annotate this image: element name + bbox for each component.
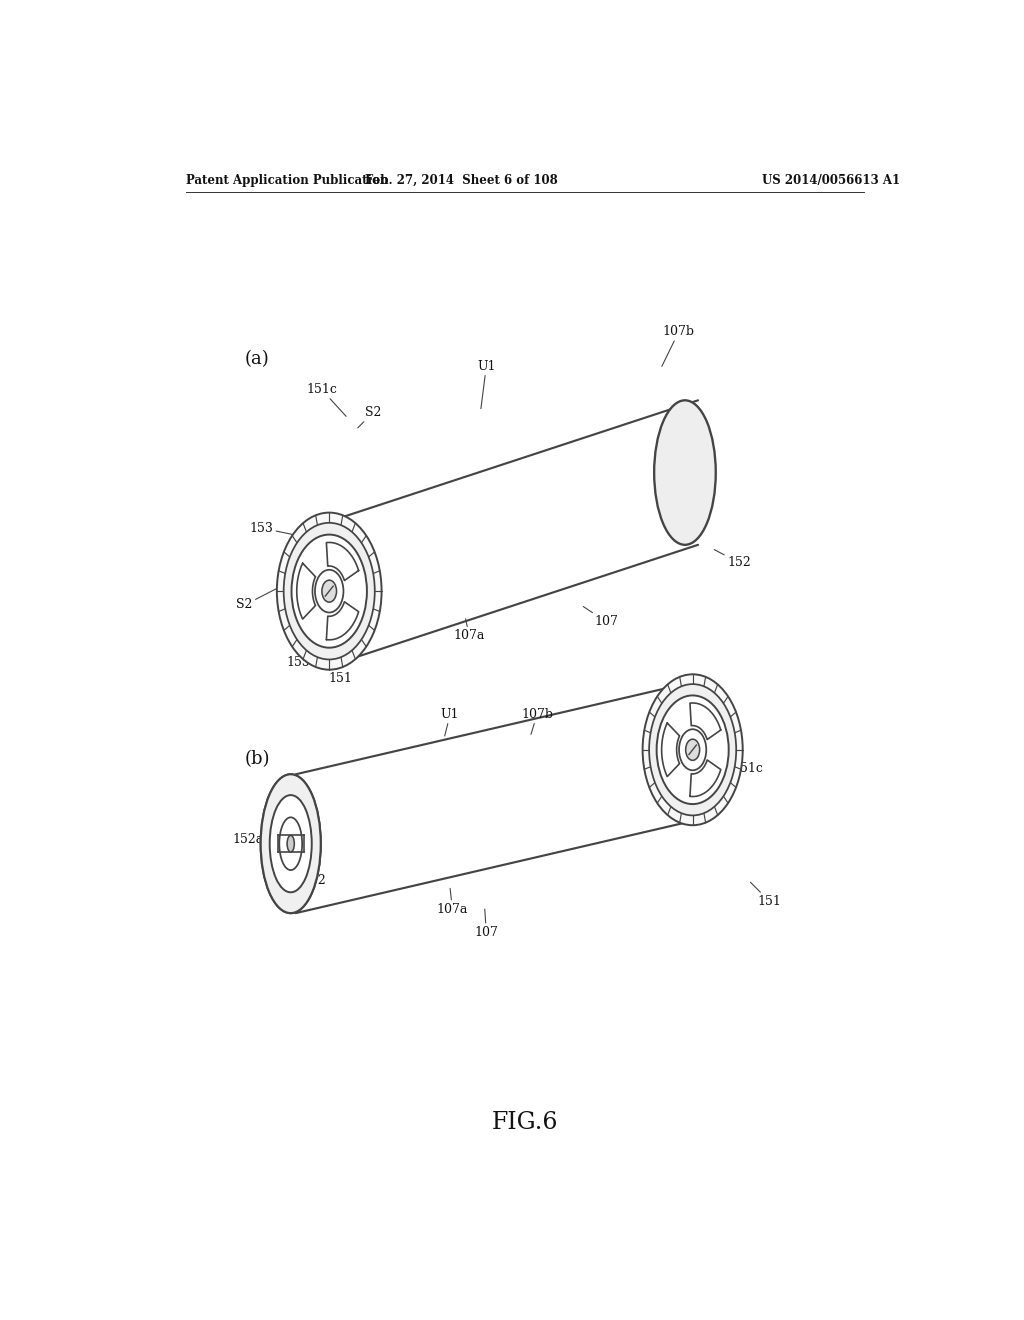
Ellipse shape [679, 729, 707, 771]
Ellipse shape [284, 523, 375, 660]
Ellipse shape [287, 836, 294, 851]
Ellipse shape [276, 512, 382, 669]
Text: FIG.6: FIG.6 [492, 1111, 558, 1134]
Ellipse shape [315, 570, 343, 612]
Text: 107b: 107b [662, 325, 695, 367]
Text: 152a: 152a [232, 833, 273, 846]
Ellipse shape [649, 684, 736, 816]
Text: 107: 107 [474, 909, 499, 939]
Text: U1: U1 [477, 360, 496, 409]
Text: 107a: 107a [436, 888, 468, 916]
Text: (b): (b) [245, 750, 270, 768]
Text: 151: 151 [751, 882, 781, 908]
Ellipse shape [654, 400, 716, 545]
Ellipse shape [280, 817, 302, 870]
Ellipse shape [686, 739, 699, 760]
Text: 151c: 151c [730, 762, 764, 776]
Text: (a): (a) [245, 350, 269, 367]
Text: 107b: 107b [521, 708, 553, 734]
Ellipse shape [292, 535, 367, 648]
Text: 153: 153 [250, 521, 298, 536]
Text: 107: 107 [584, 607, 618, 628]
Text: 107a: 107a [454, 619, 485, 643]
Ellipse shape [643, 675, 742, 825]
Text: 151: 151 [328, 660, 352, 685]
Text: S2: S2 [237, 587, 280, 611]
Text: 152: 152 [302, 863, 326, 887]
Text: 152: 152 [714, 549, 751, 569]
Ellipse shape [656, 696, 729, 804]
Text: Patent Application Publication: Patent Application Publication [186, 174, 388, 187]
Text: US 2014/0056613 A1: US 2014/0056613 A1 [762, 174, 900, 187]
Ellipse shape [261, 775, 321, 913]
Text: 155: 155 [287, 645, 322, 669]
Text: S2: S2 [357, 407, 381, 428]
Text: U1: U1 [441, 708, 460, 737]
Ellipse shape [322, 581, 337, 602]
Text: Feb. 27, 2014  Sheet 6 of 108: Feb. 27, 2014 Sheet 6 of 108 [366, 174, 558, 187]
Ellipse shape [269, 795, 311, 892]
Text: 151c: 151c [306, 383, 346, 416]
